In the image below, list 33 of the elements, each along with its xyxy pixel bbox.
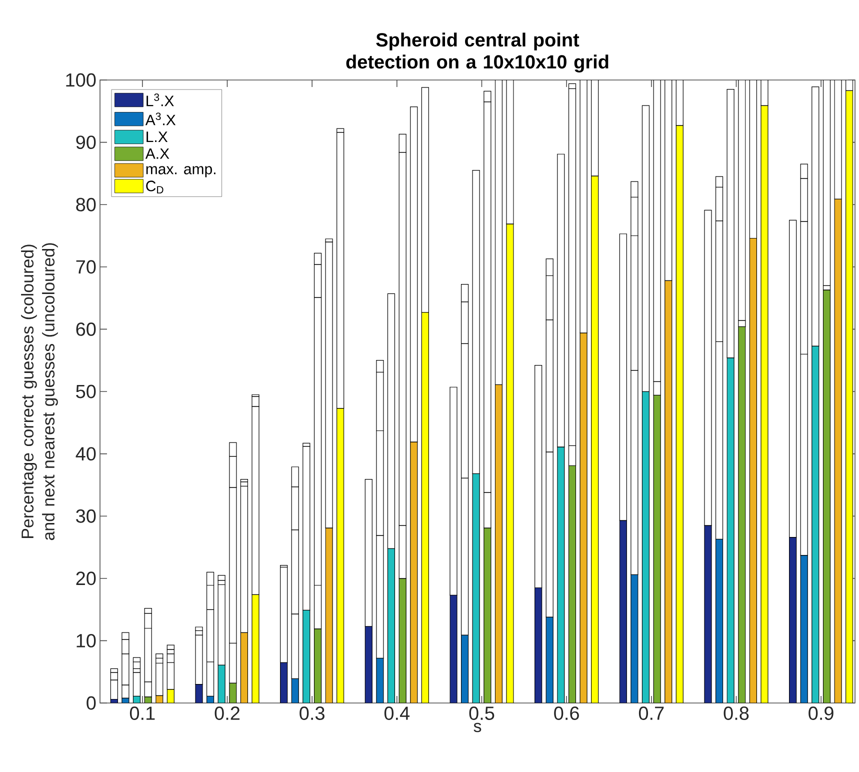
y-tick-label: 40	[76, 447, 96, 461]
x-tick-label: 0.5	[469, 706, 494, 720]
y-tick-label: 20	[76, 572, 96, 586]
y-tick-label: 50	[76, 384, 96, 398]
legend-label: max. amp.	[146, 166, 216, 178]
legend-label: A$^{3}$.X	[145, 112, 176, 126]
y-tick-label: 80	[76, 198, 96, 212]
y-tick-label: 90	[76, 136, 96, 150]
x-tick-label: 0.1	[130, 706, 155, 720]
bar	[240, 479, 248, 482]
x-axis-title: s	[474, 722, 482, 732]
y-tick-label: 10	[76, 634, 96, 648]
chart-title: Spheroid central point detection on a 10x10x10 grid	[346, 32, 608, 72]
y-tick-label: 60	[76, 322, 96, 336]
bar	[218, 574, 226, 581]
y-tick-label: 30	[76, 509, 96, 523]
x-tick-label: 0.4	[384, 706, 410, 720]
legend-label: A.X	[145, 148, 170, 159]
x-tick-label: 0.2	[214, 706, 240, 720]
x-tick-label: 0.8	[724, 706, 749, 720]
legend-label: L$^{3}$.X	[146, 94, 174, 106]
y-tick-label: 100	[66, 73, 96, 87]
bar	[166, 644, 174, 650]
legend-label: L.X	[146, 132, 168, 142]
y-tick-label: 70	[76, 260, 96, 274]
y-tick-label: 0	[86, 696, 96, 710]
y-axis-title: Percentage correct guesses (coloured) and next nearest guesses (uncoloured)	[21, 243, 58, 540]
bar	[195, 626, 203, 632]
x-tick-label: 0.6	[554, 706, 579, 720]
legend-label: C$_{D}$	[146, 180, 164, 194]
x-tick-label: 0.9	[808, 706, 834, 720]
x-tick-label: 0.7	[638, 706, 664, 720]
x-tick-label: 0.3	[300, 706, 324, 720]
